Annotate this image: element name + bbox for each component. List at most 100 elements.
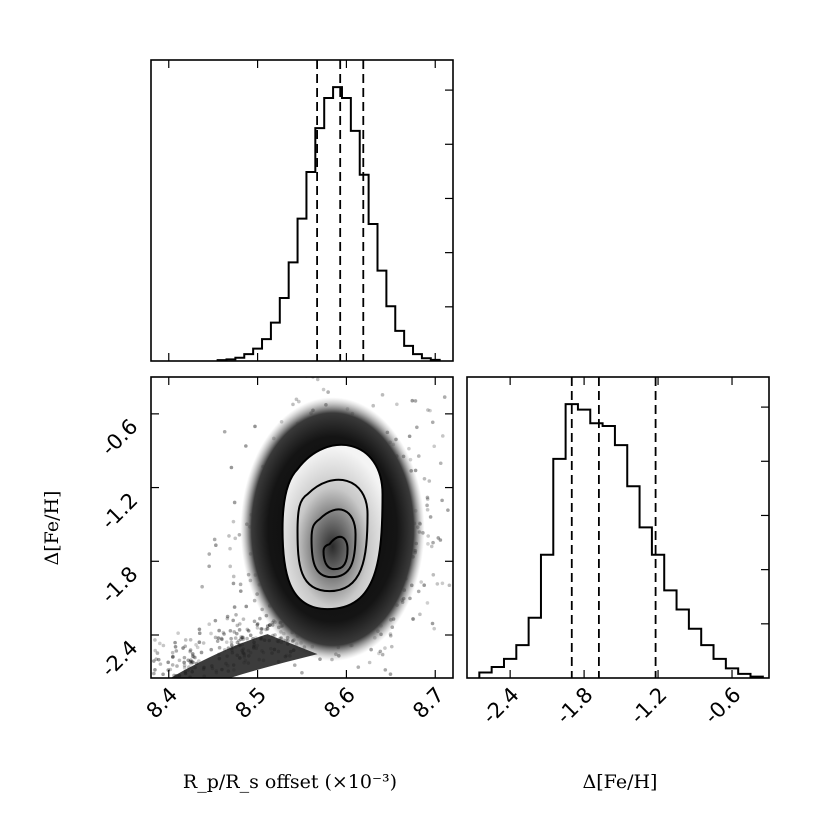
scatter-point bbox=[241, 617, 246, 621]
histogram-bar bbox=[701, 645, 713, 678]
scatter-point bbox=[426, 542, 430, 546]
scatter-point bbox=[425, 503, 429, 508]
scatter-point bbox=[234, 612, 238, 617]
scatter-point bbox=[523, 491, 527, 495]
scatter-point bbox=[241, 635, 245, 640]
scatter-point bbox=[229, 636, 233, 641]
scatter-point bbox=[416, 454, 421, 458]
scatter-point bbox=[246, 628, 251, 633]
scatter-point bbox=[156, 657, 161, 662]
scatter-point bbox=[188, 648, 193, 652]
scatter-point bbox=[229, 643, 234, 648]
density-tail bbox=[170, 634, 318, 678]
scatter-point bbox=[389, 644, 394, 649]
histogram-step-line bbox=[478, 403, 764, 678]
histogram-bar bbox=[677, 610, 689, 678]
scatter-point bbox=[265, 627, 270, 631]
scatter-point bbox=[166, 660, 170, 665]
histogram-bar bbox=[652, 555, 664, 678]
y-tick-label: -2.4 bbox=[97, 636, 143, 682]
scatter-point bbox=[153, 648, 158, 653]
scatter-point bbox=[447, 583, 452, 588]
scatter-point bbox=[222, 429, 227, 434]
scatter-point bbox=[411, 617, 415, 621]
scatter-point bbox=[152, 671, 156, 676]
scatter-point bbox=[380, 652, 385, 657]
scatter-point bbox=[255, 626, 260, 630]
scatter-point bbox=[442, 395, 447, 399]
bottom-right-xlabel: Δ[Fe/H] bbox=[583, 771, 658, 793]
scatter-point bbox=[213, 618, 218, 623]
scatter-point bbox=[410, 398, 415, 403]
scatter-point bbox=[217, 645, 222, 650]
scatter-point bbox=[170, 650, 175, 655]
scatter-point bbox=[176, 631, 180, 635]
scatter-point bbox=[418, 612, 422, 617]
scatter-point bbox=[407, 434, 412, 439]
scatter-point bbox=[413, 399, 418, 403]
scatter-point bbox=[305, 353, 309, 357]
x-tick-label: -1.8 bbox=[552, 683, 598, 729]
scatter-point bbox=[152, 659, 156, 663]
scatter-point bbox=[410, 366, 414, 370]
scatter-point bbox=[430, 621, 435, 626]
scatter-point bbox=[170, 655, 175, 659]
scatter-point bbox=[145, 671, 149, 675]
bottom-right-ticks: -2.4 -1.8 -1.2 -0.6 bbox=[478, 377, 769, 729]
scatter-point bbox=[505, 494, 509, 498]
scatter-point bbox=[141, 675, 145, 679]
bottom-left-ylabel: Δ[Fe/H] bbox=[41, 491, 63, 566]
scatter-point bbox=[446, 508, 450, 512]
histogram-bar bbox=[492, 667, 504, 678]
scatter-point bbox=[297, 399, 301, 404]
scatter-point bbox=[213, 635, 218, 640]
scatter-point bbox=[183, 644, 188, 649]
histogram-bar bbox=[640, 527, 652, 678]
scatter-point bbox=[195, 645, 200, 650]
scatter-point bbox=[244, 444, 248, 448]
scatter-point bbox=[365, 689, 369, 693]
bottom-left-xlabel: R_p/R_s offset (×10⁻³) bbox=[183, 771, 397, 793]
scatter-point bbox=[171, 654, 175, 659]
scatter-point bbox=[407, 446, 411, 451]
x-tick-label: 8.4 bbox=[142, 683, 183, 724]
scatter-point bbox=[292, 663, 297, 667]
scatter-point bbox=[229, 741, 233, 745]
scatter-point bbox=[429, 544, 434, 549]
scatter-point bbox=[294, 369, 298, 373]
scatter-point bbox=[233, 636, 238, 640]
scatter-point bbox=[253, 424, 257, 429]
contour-line bbox=[322, 535, 349, 571]
histogram-bar bbox=[541, 555, 553, 678]
scatter-point bbox=[197, 631, 202, 636]
scatter-point bbox=[362, 742, 366, 746]
scatter-point bbox=[232, 500, 237, 505]
scatter-point bbox=[189, 661, 193, 666]
contour-line bbox=[296, 478, 369, 593]
scatter-point bbox=[416, 589, 421, 594]
scatter-point bbox=[425, 495, 430, 500]
histogram-bar bbox=[413, 354, 422, 361]
scatter-point bbox=[419, 580, 424, 584]
scatter-point bbox=[432, 626, 437, 631]
scatter-point bbox=[438, 461, 443, 466]
scatter-point bbox=[225, 616, 230, 621]
scatter-point bbox=[315, 697, 319, 701]
scatter-point bbox=[183, 638, 188, 642]
scatter-point bbox=[189, 659, 194, 664]
scatter-point bbox=[220, 637, 224, 642]
scatter-point bbox=[170, 663, 175, 667]
scatter-point bbox=[264, 627, 268, 632]
scatter-point bbox=[238, 582, 243, 587]
scatter-point bbox=[188, 660, 193, 664]
scatter-point bbox=[427, 479, 432, 483]
scatter-point bbox=[154, 657, 158, 661]
histogram-bar bbox=[244, 354, 253, 361]
scatter-point bbox=[388, 672, 393, 676]
scatter-point bbox=[153, 638, 157, 642]
histogram-bar bbox=[280, 298, 289, 361]
scatter-point bbox=[265, 624, 270, 628]
scatter-point bbox=[207, 622, 212, 626]
histogram-bar bbox=[298, 219, 307, 361]
scatter-point bbox=[199, 650, 204, 655]
